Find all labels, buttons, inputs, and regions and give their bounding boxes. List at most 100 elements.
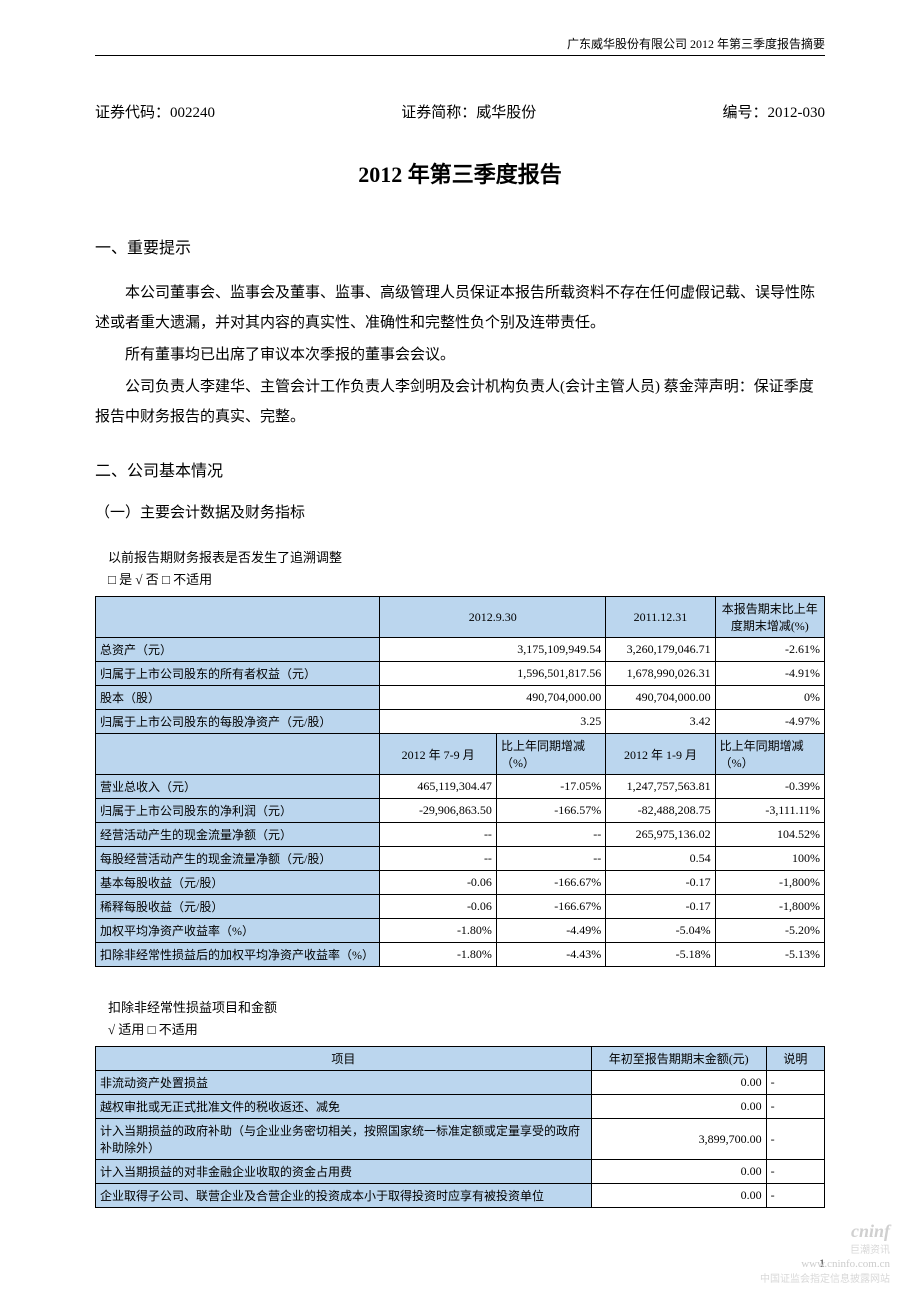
cell: 100%: [715, 847, 824, 871]
cell: -4.91%: [715, 662, 824, 686]
cell: --: [380, 823, 497, 847]
table-row: 计入当期损益的政府补助（与企业业务密切相关，按照国家统一标准定额或定量享受的政府…: [96, 1119, 825, 1160]
cell: --: [496, 823, 605, 847]
row-label: 归属于上市公司股东的净利润（元）: [96, 799, 380, 823]
cell: 0.00: [591, 1071, 766, 1095]
table-row: 每股经营活动产生的现金流量净额（元/股） -- -- 0.54 100%: [96, 847, 825, 871]
cell: -5.18%: [606, 943, 715, 967]
section-1-heading: 一、重要提示: [95, 234, 825, 258]
running-header: 广东威华股份有限公司 2012 年第三季度报告摘要: [95, 35, 825, 56]
th-q3-chg: 比上年同期增减（%）: [496, 734, 605, 775]
table-header-row-2: 2012 年 7-9 月 比上年同期增减（%） 2012 年 1-9 月 比上年…: [96, 734, 825, 775]
table-row: 计入当期损益的对非金融企业收取的资金占用费 0.00 -: [96, 1160, 825, 1184]
row-label: 加权平均净资产收益率（%）: [96, 919, 380, 943]
watermark-line: 中国证监会指定信息披露网站: [760, 1274, 890, 1285]
cell: -0.06: [380, 895, 497, 919]
table-row: 越权审批或无正式批准文件的税收返还、减免 0.00 -: [96, 1095, 825, 1119]
cell: -0.39%: [715, 775, 824, 799]
cell: 3,899,700.00: [591, 1119, 766, 1160]
row-label: 总资产（元）: [96, 638, 380, 662]
table-row: 归属于上市公司股东的净利润（元） -29,906,863.50 -166.57%…: [96, 799, 825, 823]
th-change: 本报告期末比上年度期末增减(%): [715, 597, 824, 638]
cell: -1,800%: [715, 895, 824, 919]
watermark: cninf 巨潮资讯 www.cninfo.com.cn 中国证监会指定信息披露…: [760, 1220, 890, 1286]
cell: 490,704,000.00: [380, 686, 606, 710]
cell: --: [496, 847, 605, 871]
cell: -: [766, 1095, 824, 1119]
cell: 0%: [715, 686, 824, 710]
th-period1: 2012.9.30: [380, 597, 606, 638]
section-1-body: 本公司董事会、监事会及董事、监事、高级管理人员保证本报告所载资料不存在任何虚假记…: [95, 278, 825, 432]
cell: -: [766, 1119, 824, 1160]
cell: -3,111.11%: [715, 799, 824, 823]
table-row: 股本（股） 490,704,000.00 490,704,000.00 0%: [96, 686, 825, 710]
th-amount: 年初至报告期期末金额(元): [591, 1047, 766, 1071]
table-row: 非流动资产处置损益 0.00 -: [96, 1071, 825, 1095]
cell: -0.17: [606, 871, 715, 895]
cell: -5.20%: [715, 919, 824, 943]
row-label: 归属于上市公司股东的每股净资产（元/股）: [96, 710, 380, 734]
financial-table-2: 项目 年初至报告期期末金额(元) 说明 非流动资产处置损益 0.00 - 越权审…: [95, 1046, 825, 1208]
cell: -: [766, 1071, 824, 1095]
para-3: 公司负责人李建华、主管会计工作负责人李剑明及会计机构负责人(会计主管人员) 蔡金…: [95, 372, 825, 432]
cell: 0.54: [606, 847, 715, 871]
th-blank: [96, 597, 380, 638]
cell: -29,906,863.50: [380, 799, 497, 823]
cell: -166.57%: [496, 799, 605, 823]
cell: -166.67%: [496, 871, 605, 895]
row-label: 计入当期损益的对非金融企业收取的资金占用费: [96, 1160, 592, 1184]
cell: 104.52%: [715, 823, 824, 847]
watermark-zh: 巨潮资讯: [850, 1245, 890, 1256]
retro-note: 以前报告期财务报表是否发生了追溯调整 □ 是 √ 否 □ 不适用: [95, 547, 825, 591]
cell: -82,488,208.75: [606, 799, 715, 823]
cell: 1,247,757,563.81: [606, 775, 715, 799]
table-row: 加权平均净资产收益率（%） -1.80% -4.49% -5.04% -5.20…: [96, 919, 825, 943]
cell: -5.04%: [606, 919, 715, 943]
cell: -0.06: [380, 871, 497, 895]
row-label: 营业总收入（元）: [96, 775, 380, 799]
cell: -: [766, 1184, 824, 1208]
cell: 3.42: [606, 710, 715, 734]
cell: -: [766, 1160, 824, 1184]
row-label: 非流动资产处置损益: [96, 1071, 592, 1095]
table-header-row: 2012.9.30 2011.12.31 本报告期末比上年度期末增减(%): [96, 597, 825, 638]
th-q3: 2012 年 7-9 月: [380, 734, 497, 775]
cell: 3,260,179,046.71: [606, 638, 715, 662]
row-label: 越权审批或无正式批准文件的税收返还、减免: [96, 1095, 592, 1119]
cell: 0.00: [591, 1184, 766, 1208]
retro-note-q: 以前报告期财务报表是否发生了追溯调整: [108, 547, 825, 569]
row-label: 扣除非经常性损益后的加权平均净资产收益率（%）: [96, 943, 380, 967]
nonrecur-note-a: √ 适用 □ 不适用: [108, 1019, 825, 1041]
financial-table-1: 2012.9.30 2011.12.31 本报告期末比上年度期末增减(%) 总资…: [95, 596, 825, 967]
th-item: 项目: [96, 1047, 592, 1071]
section-2-sub1: （一）主要会计数据及财务指标: [95, 501, 825, 522]
cell: 1,678,990,026.31: [606, 662, 715, 686]
cell: -5.13%: [715, 943, 824, 967]
para-1: 本公司董事会、监事会及董事、监事、高级管理人员保证本报告所载资料不存在任何虚假记…: [95, 278, 825, 338]
cell: -1,800%: [715, 871, 824, 895]
cell: -4.49%: [496, 919, 605, 943]
row-label: 企业取得子公司、联营企业及合营企业的投资成本小于取得投资时应享有被投资单位: [96, 1184, 592, 1208]
cell: 490,704,000.00: [606, 686, 715, 710]
th-ytd: 2012 年 1-9 月: [606, 734, 715, 775]
th-period2: 2011.12.31: [606, 597, 715, 638]
row-label: 计入当期损益的政府补助（与企业业务密切相关，按照国家统一标准定额或定量享受的政府…: [96, 1119, 592, 1160]
table-header-row: 项目 年初至报告期期末金额(元) 说明: [96, 1047, 825, 1071]
page-title: 2012 年第三季度报告: [95, 157, 825, 189]
cell: -17.05%: [496, 775, 605, 799]
cell: -1.80%: [380, 943, 497, 967]
nonrecur-note: 扣除非经常性损益项目和金额 √ 适用 □ 不适用: [95, 997, 825, 1041]
cell: 3.25: [380, 710, 606, 734]
watermark-logo: cninf: [851, 1221, 890, 1241]
cell: 1,596,501,817.56: [380, 662, 606, 686]
th-note: 说明: [766, 1047, 824, 1071]
section-2-heading: 二、公司基本情况: [95, 457, 825, 481]
row-label: 稀释每股收益（元/股）: [96, 895, 380, 919]
table-row: 基本每股收益（元/股） -0.06 -166.67% -0.17 -1,800%: [96, 871, 825, 895]
cell: -4.43%: [496, 943, 605, 967]
table-row: 企业取得子公司、联营企业及合营企业的投资成本小于取得投资时应享有被投资单位 0.…: [96, 1184, 825, 1208]
table-row: 归属于上市公司股东的每股净资产（元/股） 3.25 3.42 -4.97%: [96, 710, 825, 734]
table-row: 营业总收入（元） 465,119,304.47 -17.05% 1,247,75…: [96, 775, 825, 799]
row-label: 经营活动产生的现金流量净额（元）: [96, 823, 380, 847]
table-row: 经营活动产生的现金流量净额（元） -- -- 265,975,136.02 10…: [96, 823, 825, 847]
